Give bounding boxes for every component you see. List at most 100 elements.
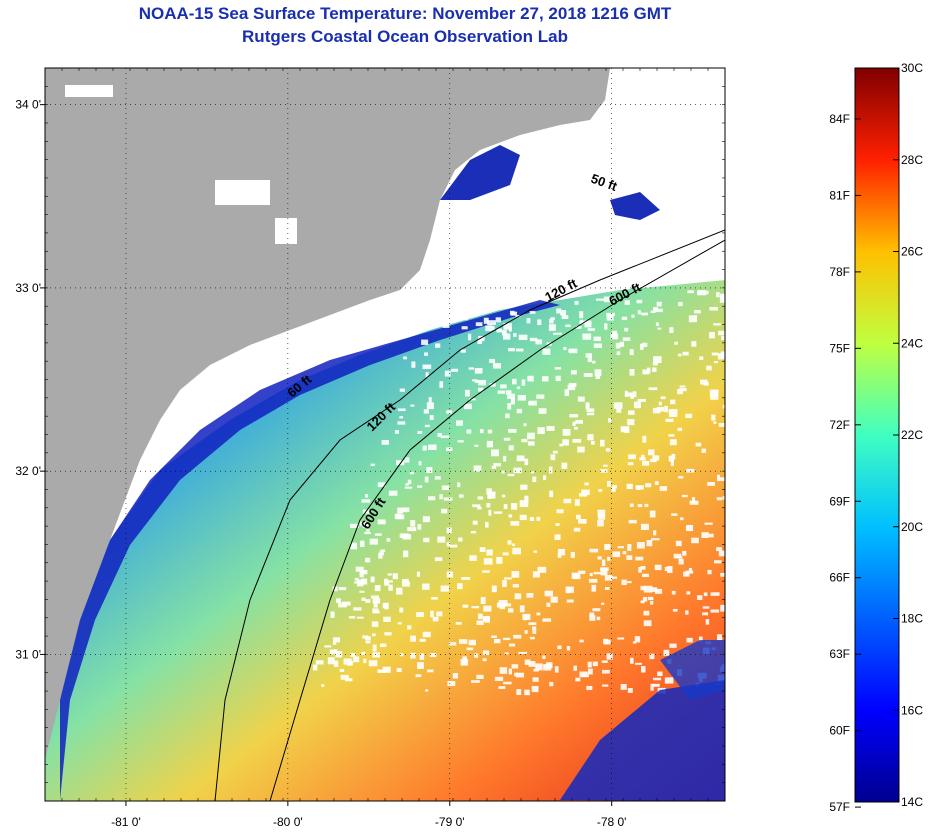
cloud-pixel: [699, 356, 704, 360]
cloud-pixel: [606, 653, 613, 660]
cloud-pixel: [640, 523, 649, 531]
cloud-pixel: [670, 459, 674, 467]
cloud-pixel: [474, 653, 479, 658]
cloud-pixel: [722, 496, 725, 500]
cloud-pixel: [424, 476, 429, 483]
cloud-pixel: [499, 667, 508, 674]
cloud-pixel: [642, 460, 650, 466]
cloud-pixel: [718, 550, 725, 557]
cloud-pixel: [350, 542, 358, 550]
cloud-pixel: [532, 677, 539, 682]
cloud-pixel: [627, 544, 632, 551]
cloud-pixel: [365, 640, 371, 644]
cloud-pixel: [546, 426, 555, 431]
cloud-pixel: [372, 608, 379, 614]
celsius-label: 16C: [901, 703, 923, 717]
cloud-pixel: [691, 497, 696, 504]
fahrenheit-label: 72F: [829, 418, 850, 432]
cloud-pixel: [616, 351, 621, 356]
cloud-pixel: [372, 644, 377, 652]
cloud-pixel: [407, 625, 412, 630]
cloud-pixel: [710, 592, 720, 596]
cloud-pixel: [642, 342, 648, 347]
cloud-pixel: [530, 636, 535, 640]
cloud-pixel: [652, 361, 658, 366]
cloud-pixel: [577, 446, 585, 453]
cloud-pixel: [529, 311, 536, 314]
cloud-pixel: [701, 612, 709, 616]
cloud-pixel: [466, 429, 472, 434]
lon-tick-label: -78 0': [597, 815, 627, 829]
cloud-pixel: [528, 622, 537, 626]
cloud-pixel: [646, 540, 653, 547]
cloud-pixel: [606, 314, 614, 321]
cloud-pixel: [722, 404, 725, 409]
cloud-pixel: [397, 622, 402, 625]
lake: [275, 218, 297, 244]
cloud-pixel: [401, 581, 410, 587]
cloud-pixel: [647, 596, 654, 601]
cloud-pixel: [403, 356, 407, 360]
cloud-pixel: [399, 607, 404, 613]
cloud-pixel: [422, 583, 430, 590]
cloud-pixel: [419, 638, 426, 642]
cloud-pixel: [604, 323, 608, 330]
fahrenheit-label: 75F: [829, 341, 850, 355]
cloud-pixel: [627, 462, 634, 466]
cloud-pixel: [709, 331, 715, 339]
cloud-pixel: [356, 579, 364, 587]
cloud-pixel: [407, 479, 412, 485]
cloud-pixel: [577, 570, 586, 575]
cloud-pixel: [663, 649, 670, 656]
cloud-pixel: [471, 606, 480, 609]
cloud-pixel: [622, 337, 631, 341]
cloud-pixel: [511, 571, 520, 578]
cloud-pixel: [359, 521, 367, 526]
cloud-pixel: [434, 557, 443, 562]
cloud-pixel: [456, 420, 463, 426]
cloud-pixel: [595, 375, 601, 380]
cloud-pixel: [593, 571, 603, 575]
cloud-pixel: [657, 327, 662, 330]
cloud-pixel: [612, 551, 621, 558]
cloud-pixel: [597, 509, 606, 517]
cloud-pixel: [656, 301, 662, 307]
cloud-pixel: [502, 637, 511, 641]
cloud-pixel: [617, 637, 625, 640]
cloud-pixel: [637, 398, 646, 402]
cloud-pixel: [488, 509, 492, 516]
cloud-pixel: [422, 445, 427, 451]
cloud-pixel: [461, 577, 471, 580]
cloud-pixel: [632, 641, 637, 644]
cloud-pixel: [477, 613, 483, 620]
cloud-pixel: [404, 486, 413, 489]
cloud-pixel: [491, 635, 497, 638]
longitude-axis: -81 0' -80 0' -79 0' -78 0': [111, 801, 626, 829]
cloud-pixel: [361, 651, 366, 655]
lat-tick-label: 31 0': [15, 647, 41, 661]
cloud-pixel: [425, 689, 429, 692]
cloud-pixel: [717, 353, 725, 360]
cloud-pixel: [694, 310, 701, 314]
cloud-pixel: [718, 330, 725, 336]
cloud-pixel: [356, 616, 364, 619]
cloud-pixel: [577, 396, 585, 402]
cloud-pixel: [578, 518, 587, 524]
cloud-pixel: [679, 385, 686, 388]
cloud-pixel: [542, 618, 552, 622]
cloud-speckle: [312, 290, 725, 696]
cloud-pixel: [641, 666, 646, 673]
cloud-pixel: [498, 686, 506, 689]
cloud-pixel: [652, 407, 661, 414]
cloud-pixel: [579, 639, 584, 643]
cloud-pixel: [634, 662, 642, 665]
cloud-pixel: [489, 383, 496, 387]
fahrenheit-label: 63F: [829, 647, 850, 661]
cloud-pixel: [476, 674, 484, 680]
cloud-pixel: [531, 685, 539, 693]
cloud-pixel: [372, 652, 381, 658]
temperature-colorbar: 30C 28C 26C 24C 22C 20C 18C 16C 14C 84F 81F 78F 75F…: [829, 61, 923, 814]
cloud-pixel: [675, 540, 682, 547]
cloud-pixel: [652, 367, 657, 373]
cloud-pixel: [480, 597, 486, 604]
